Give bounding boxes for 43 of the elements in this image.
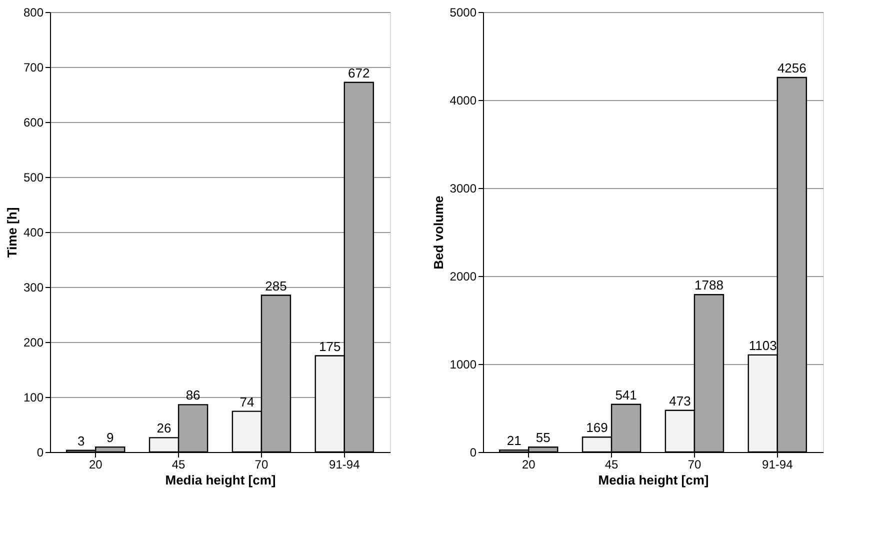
x-tick-label: 20 <box>522 458 536 472</box>
y-tick-label: 2000 <box>450 270 477 284</box>
y-tick-label: 3000 <box>450 182 477 196</box>
x-axis-title: Media height [cm] <box>598 472 709 488</box>
data-label: 74 <box>240 394 254 410</box>
y-tick-label: 700 <box>23 60 44 74</box>
data-label: 3 <box>77 433 85 448</box>
y-tick-label: 300 <box>23 280 44 294</box>
data-label: 541 <box>615 387 637 402</box>
data-label: 21 <box>506 433 522 448</box>
x-axis-title: Media height [cm] <box>165 472 276 488</box>
data-label: 175 <box>319 338 341 354</box>
data-label: 9 <box>106 430 114 446</box>
data-label: 169 <box>586 420 608 436</box>
y-tick-label: 600 <box>23 116 44 130</box>
x-tick-label: 70 <box>254 458 268 472</box>
y-tick-label: 5000 <box>450 6 477 20</box>
data-label: 1103 <box>748 338 777 353</box>
x-tick-label: 91-94 <box>329 458 360 472</box>
x-tick-label: 70 <box>688 458 702 472</box>
x-tick-label: 20 <box>88 458 103 472</box>
y-axis-title: Bed volume <box>430 196 446 270</box>
x-tick-label: 45 <box>604 458 619 472</box>
y-tick-label: 4000 <box>450 94 477 108</box>
y-tick-label: 0 <box>470 446 477 460</box>
x-tick-label: 45 <box>172 458 186 472</box>
data-label: 55 <box>536 430 550 446</box>
y-tick-label: 0 <box>36 446 44 460</box>
y-axis-title: Time [h] <box>4 207 20 258</box>
data-label: 4256 <box>777 60 806 76</box>
y-tick-label: 500 <box>23 170 44 184</box>
y-tick-label: 800 <box>23 6 44 20</box>
data-label: 86 <box>186 388 200 403</box>
y-tick-label: 100 <box>23 390 44 404</box>
y-tick-label: 1000 <box>450 358 477 372</box>
data-label: 285 <box>265 278 287 294</box>
data-label: 473 <box>669 393 691 408</box>
y-tick-label: 400 <box>23 226 44 240</box>
x-tick-label: 91-94 <box>762 458 794 472</box>
data-label: 26 <box>156 420 172 436</box>
data-label: 1788 <box>694 278 724 293</box>
y-tick-label: 200 <box>23 336 44 350</box>
data-label: 672 <box>348 65 370 80</box>
